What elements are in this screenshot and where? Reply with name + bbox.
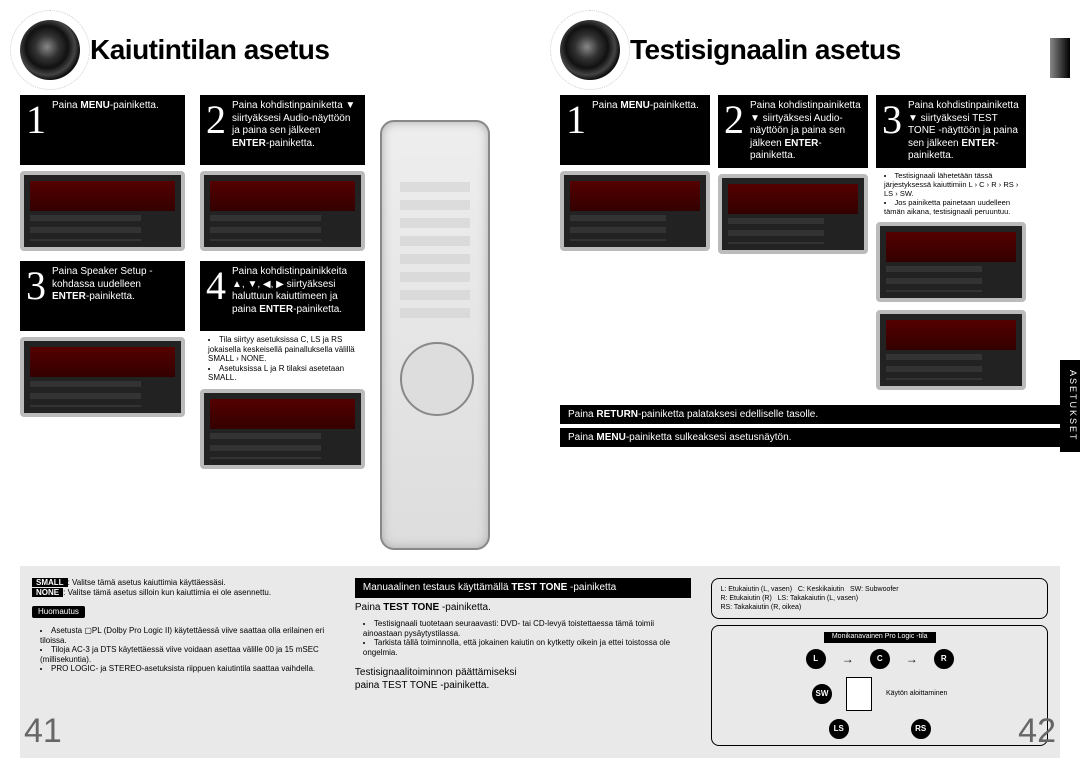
step4-notes: Tila siirtyy asetuksissa C, LS ja RS jok…	[200, 335, 365, 383]
page-number-left: 41	[24, 712, 62, 751]
step-text: Paina MENU-painiketta.	[52, 100, 159, 113]
speaker-icon	[20, 20, 80, 80]
accent-bar	[1050, 38, 1070, 78]
screen-thumb	[200, 171, 365, 251]
left-page: Kaiutintilan asetus 1 Paina MENU-painike…	[0, 0, 540, 763]
menu-bar: Paina MENU-painiketta sulkeaksesi asetus…	[560, 428, 1060, 447]
step-number: 2	[206, 100, 226, 140]
speaker-icon	[560, 20, 620, 80]
step-number: 3	[26, 266, 46, 306]
screen-thumb	[200, 389, 365, 469]
step-number: 4	[206, 266, 226, 306]
r-step-1: 1 Paina MENU-painiketta.	[560, 95, 710, 390]
r-step-2: 2 Paina kohdistinpainiketta ▼ siirtyäkse…	[718, 95, 868, 390]
step-number: 2	[724, 100, 744, 140]
step-4: 4 Paina kohdistinpainikkeita ▲, ▼, ◀, ▶ …	[200, 261, 365, 469]
return-bar: Paina RETURN-painiketta palataksesi edel…	[560, 405, 1060, 424]
screen-thumb	[876, 222, 1026, 302]
step-text: Paina kohdistinpainiketta ▼ siirtyäksesi…	[232, 100, 359, 150]
step-number: 1	[566, 100, 586, 140]
screen-thumb	[718, 174, 868, 254]
step-number: 3	[882, 100, 902, 140]
step-2: 2 Paina kohdistinpainiketta ▼ siirtyäkse…	[200, 95, 365, 251]
screen-thumb	[560, 171, 710, 251]
r-step-3: 3 Paina kohdistinpainiketta ▼ siirtyäkse…	[876, 95, 1026, 390]
step-text: Paina Speaker Setup -kohdassa uudelleen …	[52, 266, 179, 304]
right-page: Testisignaalin asetus 1 Paina MENU-paini…	[540, 0, 1080, 763]
screen-thumb	[20, 171, 185, 251]
page-number-right: 42	[1018, 712, 1056, 751]
step-3: 3 Paina Speaker Setup -kohdassa uudellee…	[20, 261, 185, 469]
screen-thumb	[876, 310, 1026, 390]
left-title: Kaiutintilan asetus	[90, 34, 329, 66]
step-1: 1 Paina MENU-painiketta.	[20, 95, 185, 251]
side-tab: ASETUKSET	[1060, 360, 1080, 452]
remote-control	[380, 120, 490, 550]
note-label: Huomautus	[32, 606, 85, 618]
step-text: Paina kohdistinpainikkeita ▲, ▼, ◀, ▶ si…	[232, 266, 359, 316]
screen-thumb	[20, 337, 185, 417]
step-number: 1	[26, 100, 46, 140]
footer-col-left: SMALL: Valitse tämä asetus kaiuttimia kä…	[32, 578, 335, 746]
right-title: Testisignaalin asetus	[630, 34, 901, 66]
